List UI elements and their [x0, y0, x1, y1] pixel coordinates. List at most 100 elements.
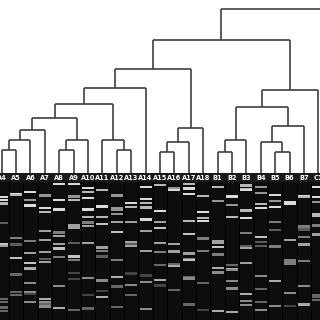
Bar — [298, 226, 310, 228]
Bar — [125, 202, 137, 204]
Text: A7: A7 — [40, 175, 50, 180]
Bar — [197, 237, 209, 240]
Bar — [240, 179, 253, 320]
Bar — [82, 225, 94, 227]
Bar — [0, 196, 8, 198]
Bar — [82, 208, 94, 211]
Text: A6: A6 — [26, 175, 35, 180]
Bar — [284, 201, 296, 203]
Bar — [96, 189, 108, 191]
Bar — [82, 277, 94, 279]
Bar — [53, 285, 65, 287]
Bar — [96, 250, 108, 252]
Bar — [39, 305, 51, 308]
Bar — [39, 251, 51, 253]
Bar — [168, 263, 180, 265]
Bar — [240, 209, 252, 212]
Bar — [53, 256, 65, 258]
Bar — [140, 206, 152, 209]
Bar — [0, 179, 8, 320]
Bar — [284, 239, 296, 241]
Bar — [140, 198, 152, 200]
Bar — [168, 265, 180, 267]
Bar — [24, 240, 36, 242]
Bar — [39, 211, 51, 213]
Bar — [125, 272, 137, 275]
Bar — [125, 294, 137, 296]
Bar — [197, 211, 209, 213]
Bar — [53, 307, 65, 309]
Bar — [298, 236, 310, 238]
Bar — [111, 285, 123, 288]
Bar — [68, 183, 80, 185]
Bar — [111, 221, 123, 223]
Bar — [255, 301, 267, 303]
Bar — [226, 287, 238, 290]
Bar — [10, 293, 22, 296]
Bar — [24, 301, 36, 303]
Bar — [197, 195, 209, 197]
Bar — [255, 309, 267, 311]
Bar — [226, 311, 238, 313]
Bar — [24, 199, 36, 201]
Bar — [68, 278, 80, 280]
Bar — [53, 183, 65, 185]
Bar — [240, 217, 252, 219]
Bar — [255, 245, 267, 247]
Bar — [168, 188, 180, 190]
Bar — [255, 191, 267, 194]
Bar — [298, 244, 310, 246]
Bar — [240, 232, 252, 234]
Text: A14: A14 — [139, 175, 153, 180]
Bar — [154, 284, 166, 287]
Bar — [140, 250, 152, 252]
Text: A11: A11 — [95, 175, 109, 180]
Bar — [139, 179, 152, 320]
Bar — [226, 269, 238, 271]
Bar — [125, 244, 137, 247]
Bar — [168, 251, 180, 253]
Text: B7: B7 — [299, 175, 309, 180]
Bar — [240, 188, 252, 190]
Bar — [312, 294, 320, 296]
Bar — [24, 292, 36, 295]
Bar — [298, 303, 310, 306]
Bar — [68, 259, 80, 261]
Bar — [197, 282, 209, 284]
Bar — [212, 186, 224, 188]
Bar — [111, 231, 123, 233]
Bar — [226, 216, 238, 218]
Bar — [39, 301, 51, 303]
Bar — [125, 243, 137, 245]
Bar — [212, 253, 224, 256]
Bar — [125, 241, 137, 244]
Bar — [96, 296, 108, 298]
Text: C1: C1 — [314, 175, 320, 180]
Bar — [284, 292, 296, 294]
Bar — [197, 217, 209, 220]
Bar — [298, 179, 310, 320]
Bar — [10, 291, 22, 293]
Bar — [111, 286, 123, 288]
Bar — [140, 281, 152, 283]
Bar — [0, 222, 8, 224]
Bar — [154, 179, 166, 320]
Bar — [53, 179, 66, 320]
Bar — [10, 257, 22, 260]
Bar — [140, 308, 152, 310]
Bar — [197, 309, 209, 311]
Bar — [211, 179, 224, 320]
Bar — [24, 191, 36, 193]
Bar — [10, 179, 22, 320]
Bar — [82, 308, 94, 310]
Bar — [53, 243, 65, 245]
Bar — [53, 235, 65, 237]
Bar — [39, 207, 51, 209]
Bar — [255, 186, 267, 188]
Bar — [240, 247, 252, 249]
Bar — [68, 255, 80, 258]
Bar — [111, 194, 123, 196]
Bar — [197, 250, 209, 252]
Bar — [284, 305, 296, 307]
Bar — [168, 179, 181, 320]
